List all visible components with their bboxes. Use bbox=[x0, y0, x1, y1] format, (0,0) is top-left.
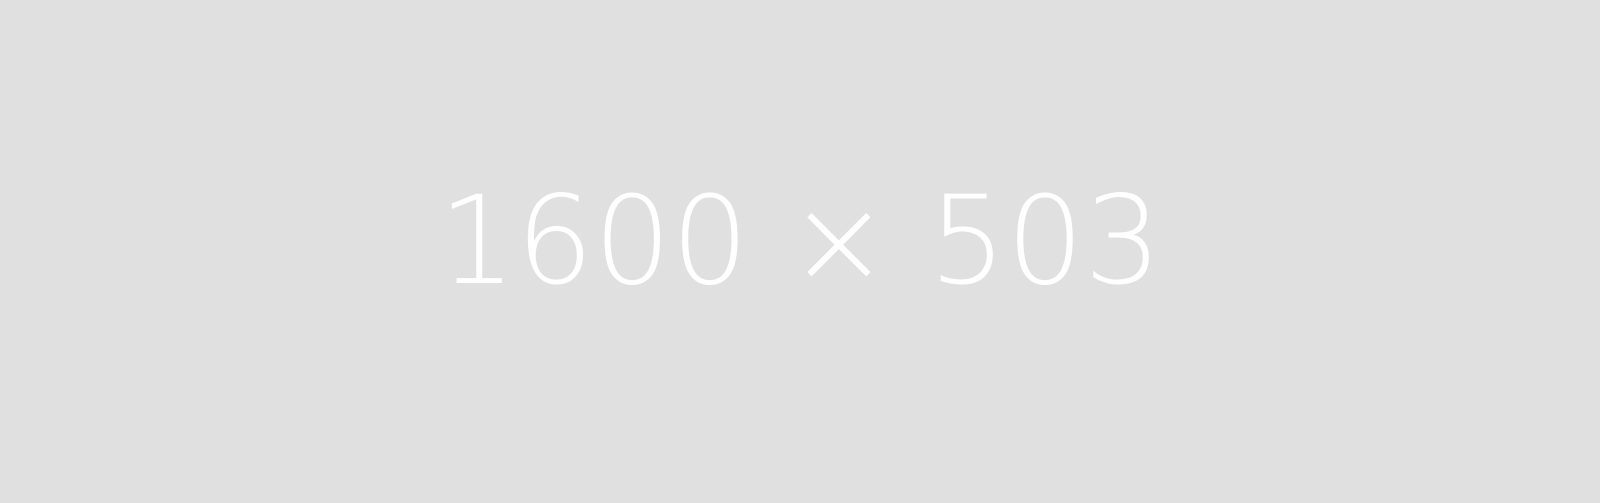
placeholder-dimensions-label: 1600 × 503 bbox=[438, 170, 1162, 312]
